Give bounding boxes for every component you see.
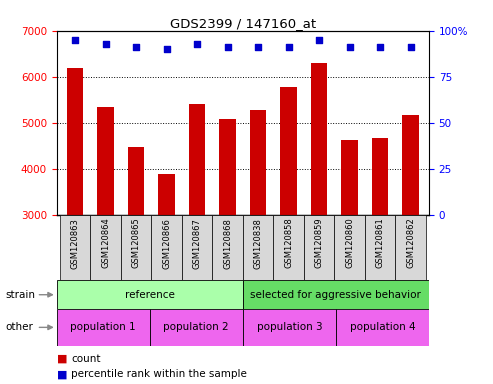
Bar [67,68,83,215]
Bar [128,147,144,215]
Bar [273,215,304,280]
Text: reference: reference [125,290,175,300]
Point [407,44,415,50]
Bar [151,215,182,280]
Text: count: count [71,354,101,364]
Bar [121,215,151,280]
Bar [57,280,243,309]
Bar [97,107,114,215]
Bar [182,215,212,280]
Bar [249,110,266,215]
Bar [402,114,419,215]
Bar [334,215,365,280]
Bar [60,215,90,280]
Bar [243,309,336,346]
Text: GSM120866: GSM120866 [162,218,171,268]
Text: strain: strain [5,290,35,300]
Bar [395,215,426,280]
Bar [365,215,395,280]
Text: GSM120861: GSM120861 [376,218,385,268]
Bar [341,141,358,215]
Bar [57,309,150,346]
Text: ■: ■ [57,369,67,379]
Bar [189,104,206,215]
Bar [212,215,243,280]
Text: GSM120865: GSM120865 [132,218,141,268]
Text: other: other [5,322,33,333]
Text: GSM120863: GSM120863 [70,218,79,268]
Point [193,41,201,47]
Bar [243,215,273,280]
Bar [158,174,175,215]
Bar [336,309,429,346]
Text: population 1: population 1 [70,322,136,333]
Text: GSM120838: GSM120838 [253,218,263,268]
Point [71,37,79,43]
Text: selected for aggressive behavior: selected for aggressive behavior [250,290,422,300]
Text: population 4: population 4 [350,322,415,333]
Point [132,44,140,50]
Text: GSM120862: GSM120862 [406,218,415,268]
Point [315,37,323,43]
Text: GSM120860: GSM120860 [345,218,354,268]
Point [284,44,292,50]
Text: GSM120859: GSM120859 [315,218,323,268]
Bar [372,137,388,215]
Text: GSM120864: GSM120864 [101,218,110,268]
Bar [150,309,243,346]
Text: GSM120868: GSM120868 [223,218,232,268]
Point [163,46,171,52]
Text: population 3: population 3 [256,322,322,333]
Text: GSM120858: GSM120858 [284,218,293,268]
Point [376,44,384,50]
Bar [90,215,121,280]
Bar [243,280,429,309]
Bar [219,119,236,215]
Title: GDS2399 / 147160_at: GDS2399 / 147160_at [170,17,316,30]
Text: percentile rank within the sample: percentile rank within the sample [71,369,247,379]
Bar [304,215,334,280]
Point [346,44,353,50]
Text: population 2: population 2 [164,322,229,333]
Text: ■: ■ [57,354,67,364]
Point [254,44,262,50]
Text: GSM120867: GSM120867 [193,218,202,268]
Bar [280,87,297,215]
Point [224,44,232,50]
Bar [311,63,327,215]
Point [102,41,109,47]
